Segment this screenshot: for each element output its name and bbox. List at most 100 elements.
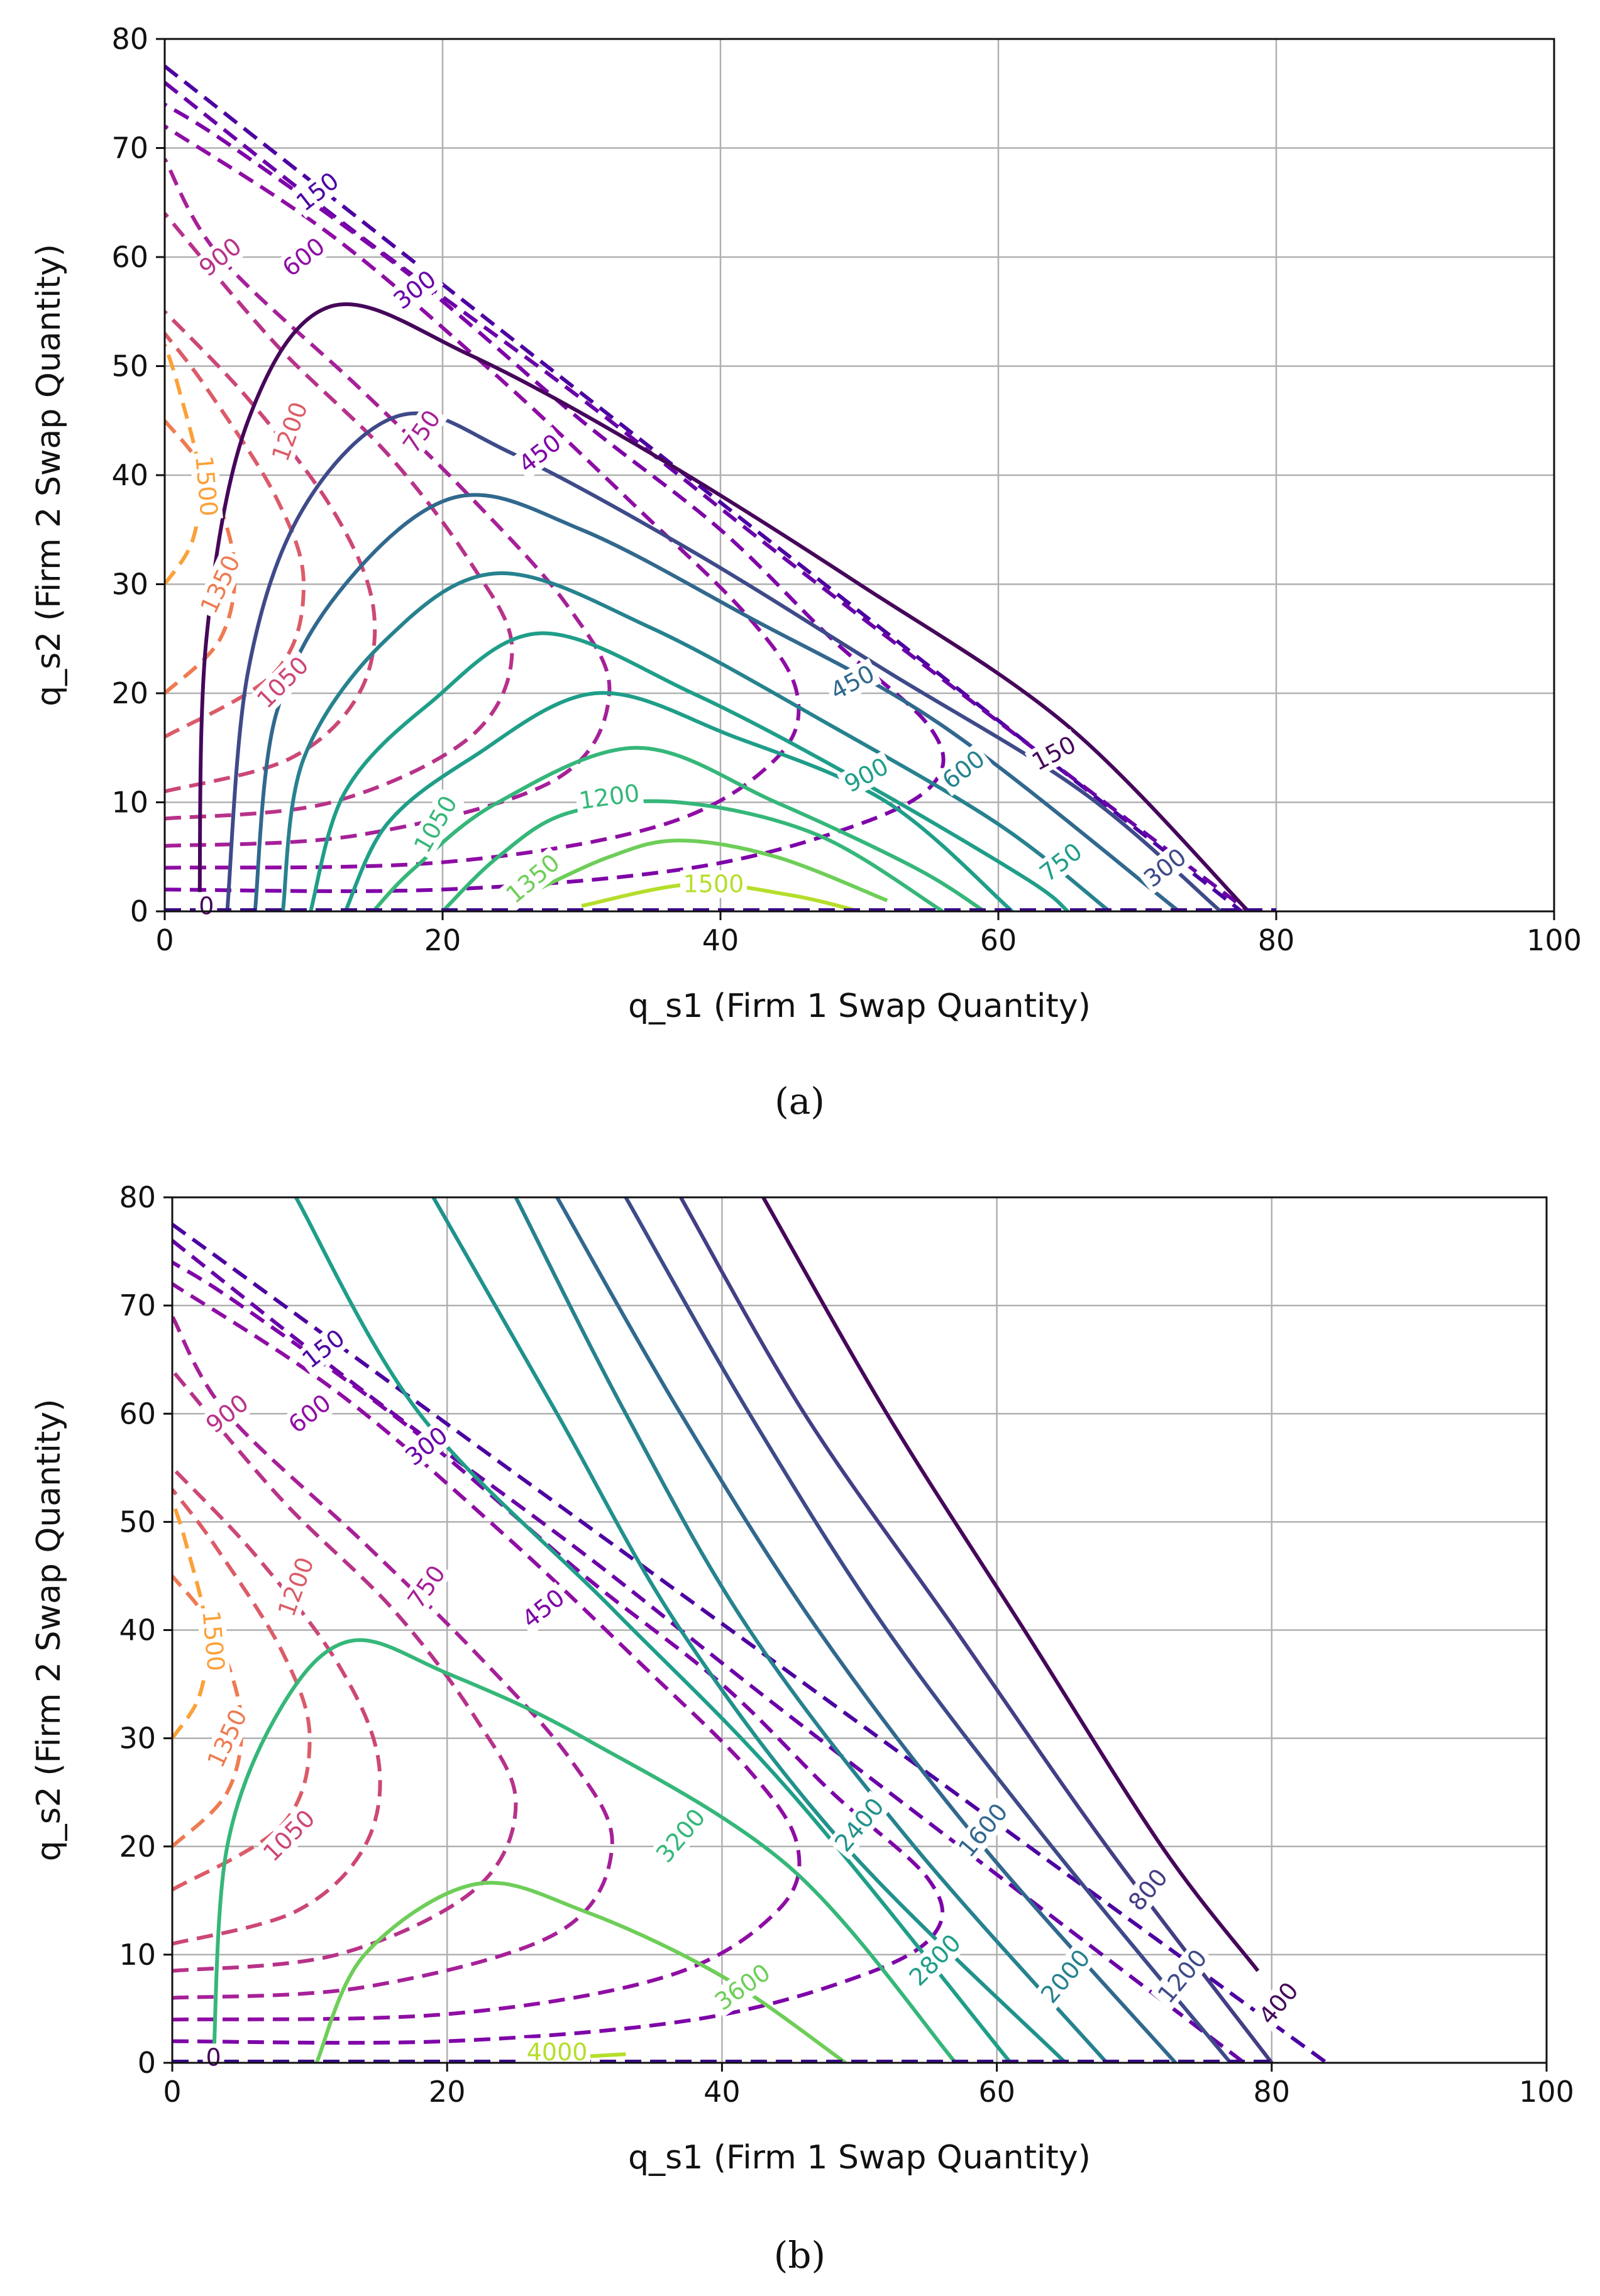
panel-a-contour-label-bg	[680, 870, 747, 898]
panel-b-solid-contour-400	[761, 1197, 1260, 1972]
panel-b-dashed-contour-1050	[172, 1466, 382, 1946]
panel-a-contour-label-bg	[249, 649, 316, 716]
panel-a-contour-label-bg	[194, 548, 247, 620]
panel-a-contour-label: 0	[199, 892, 214, 920]
panel-a-y-tick-label: 20	[111, 676, 148, 710]
panel-b-y-tick-label: 20	[119, 1830, 156, 1864]
panel-a-contour-label-bg	[574, 778, 644, 815]
panel-b-contour-label-bg	[280, 1387, 339, 1441]
panel-b-y-tick-label: 10	[119, 1938, 156, 1972]
panel-b-contour-label: 4000	[527, 2038, 588, 2066]
panel-a-dashed-contour-750	[165, 158, 612, 848]
panel-a-solid-contour-750	[309, 631, 1069, 911]
panel-b-x-tick-label: 40	[703, 2075, 741, 2109]
panel-b-dashed-contour-300	[172, 1239, 1245, 2063]
panel-a-x-tick-label: 40	[702, 923, 739, 957]
panel-b-contour-label-bg	[1251, 1974, 1306, 2032]
panel-b-y-axis-label: q_s2 (Firm 2 Swap Quantity)	[30, 1399, 68, 1862]
panel-b-y-tick-label: 60	[119, 1397, 156, 1431]
panel-b-dashed-contour-750	[172, 1315, 614, 2000]
panel-b-contour-label-bg	[1120, 1861, 1176, 1919]
panel-a-dashed-contour-1200	[165, 332, 306, 739]
panel-b-contour-label-bg	[902, 1926, 969, 1994]
panel-b-contour-label-bg	[514, 1581, 573, 1635]
panel-b-y-tick-label: 40	[119, 1613, 156, 1647]
panel-b-x-tick-label: 60	[978, 2075, 1015, 2109]
panel-a-y-tick-label: 30	[111, 568, 148, 601]
panel-b-x-tick-label: 100	[1519, 2075, 1574, 2109]
panel-a-y-tick-label: 70	[111, 131, 148, 165]
panel-a-contour-label-bg	[275, 230, 333, 284]
panel-b-contour-label: 1500	[197, 1610, 229, 1673]
panel-b-dashed-contour-1200	[172, 1488, 312, 1892]
panel-b-contour-label-bg	[524, 2038, 591, 2066]
panel-a-contour-label-bg	[498, 847, 568, 911]
panel-a-contour-label: 1500	[683, 871, 744, 898]
panel-b-contour-label-bg	[198, 1387, 257, 1441]
panel-b-contour-label-bg	[400, 1557, 453, 1616]
panel-b-contour-label: 3600	[710, 1958, 775, 2016]
panel-a-y-tick-label: 80	[111, 22, 148, 56]
panel-a-solid-contour-1350	[525, 838, 888, 903]
panel-b-contour-label-bg	[827, 1790, 891, 1860]
panel-b-contour-label-bg	[197, 1606, 231, 1676]
panel-a-y-tick-label: 0	[130, 894, 148, 928]
panel-b-contour-label-bg	[255, 1802, 323, 1869]
panel-b-y-tick-label: 50	[119, 1505, 156, 1539]
panel-b-solid-contour-2400	[431, 1197, 1068, 2063]
panel-b-x-tick-label: 0	[163, 2075, 181, 2109]
panel-b-contour-label-bg	[707, 1957, 778, 2018]
panel-b-y-tick-label: 30	[119, 1722, 156, 1755]
panel-a-solid-contour-900	[343, 691, 1014, 911]
panel-b-solid-contour-2000	[514, 1197, 1108, 2063]
panel-a-dashed-contour-300	[165, 81, 1250, 911]
panel-b-dashed-contour-450	[172, 1260, 945, 2045]
panel-a-y-axis-label: q_s2 (Firm 2 Swap Quantity)	[30, 244, 68, 706]
panel-a-y-tick-label: 10	[111, 786, 148, 820]
panel-b-solid-contour-800	[679, 1197, 1274, 2063]
panel-b-contour-label-bg	[201, 1702, 254, 1774]
panel-a-contour-label-bg	[823, 657, 882, 707]
panel-a-dashed-contour-600	[165, 124, 801, 870]
panel-a-contour-label: 1500	[190, 454, 223, 517]
panel-b-contour-label-bg	[648, 1801, 713, 1870]
panel-b-contour-label: 0	[206, 2043, 221, 2071]
panel-b-x-axis-label: q_s1 (Firm 1 Swap Quantity)	[628, 2139, 1091, 2177]
panel-b-solid-contour-1600	[555, 1197, 1178, 2063]
panel-a-contour-label-bg	[395, 402, 448, 461]
panel-a-contour-label-bg	[385, 263, 444, 317]
panel-a-contour-label-bg	[196, 892, 218, 920]
panel-b-y-tick-label: 80	[119, 1180, 156, 1214]
panel-a-contour-label-bg	[191, 230, 250, 284]
panel-b-solid-contour-3200	[211, 1638, 957, 2063]
panel-b-caption: (b)	[774, 2234, 825, 2277]
panel-a-contour-label-bg	[1032, 835, 1090, 889]
panel-a-solid-contour-600	[280, 571, 1111, 911]
panel-a-contour-label-bg	[1136, 841, 1194, 895]
panel-a-x-axis-label: q_s1 (Firm 1 Swap Quantity)	[628, 987, 1091, 1025]
panel-a-dashed-contour-1050	[165, 310, 377, 794]
panel-a-x-tick-label: 100	[1526, 923, 1582, 957]
panel-a-contour-label-bg	[189, 451, 223, 521]
panel-a-contour-label-bg	[289, 165, 346, 219]
panel-a-caption: (a)	[775, 1080, 825, 1123]
panel-b-solid-contour-1200	[624, 1197, 1232, 2063]
panel-a-x-tick-label: 60	[980, 923, 1017, 957]
panel-a-x-tick-label: 80	[1258, 923, 1295, 957]
panel-a-y-tick-label: 40	[111, 458, 148, 492]
panel-b-x-tick-label: 80	[1254, 2075, 1291, 2109]
panel-a-contour-label-bg	[265, 395, 314, 468]
panel-a-contour-label-bg	[1024, 728, 1083, 778]
panel-b-x-tick-label: 20	[429, 2075, 466, 2109]
panel-b-contour-label-bg	[1150, 1942, 1215, 2011]
panel-a-solid-contour-150	[197, 302, 1250, 911]
panel-b-y-tick-label: 0	[138, 2046, 156, 2080]
panel-b-contour-label-bg	[951, 1796, 1015, 1865]
panel-b-contour-label-bg	[397, 1419, 456, 1473]
panel-b-dashed-contour-1500	[172, 1499, 209, 1740]
panel-a-x-tick-label: 0	[155, 923, 174, 957]
panel-a-contour-label: 1200	[577, 779, 641, 815]
panel-a-x-tick-label: 20	[424, 923, 461, 957]
